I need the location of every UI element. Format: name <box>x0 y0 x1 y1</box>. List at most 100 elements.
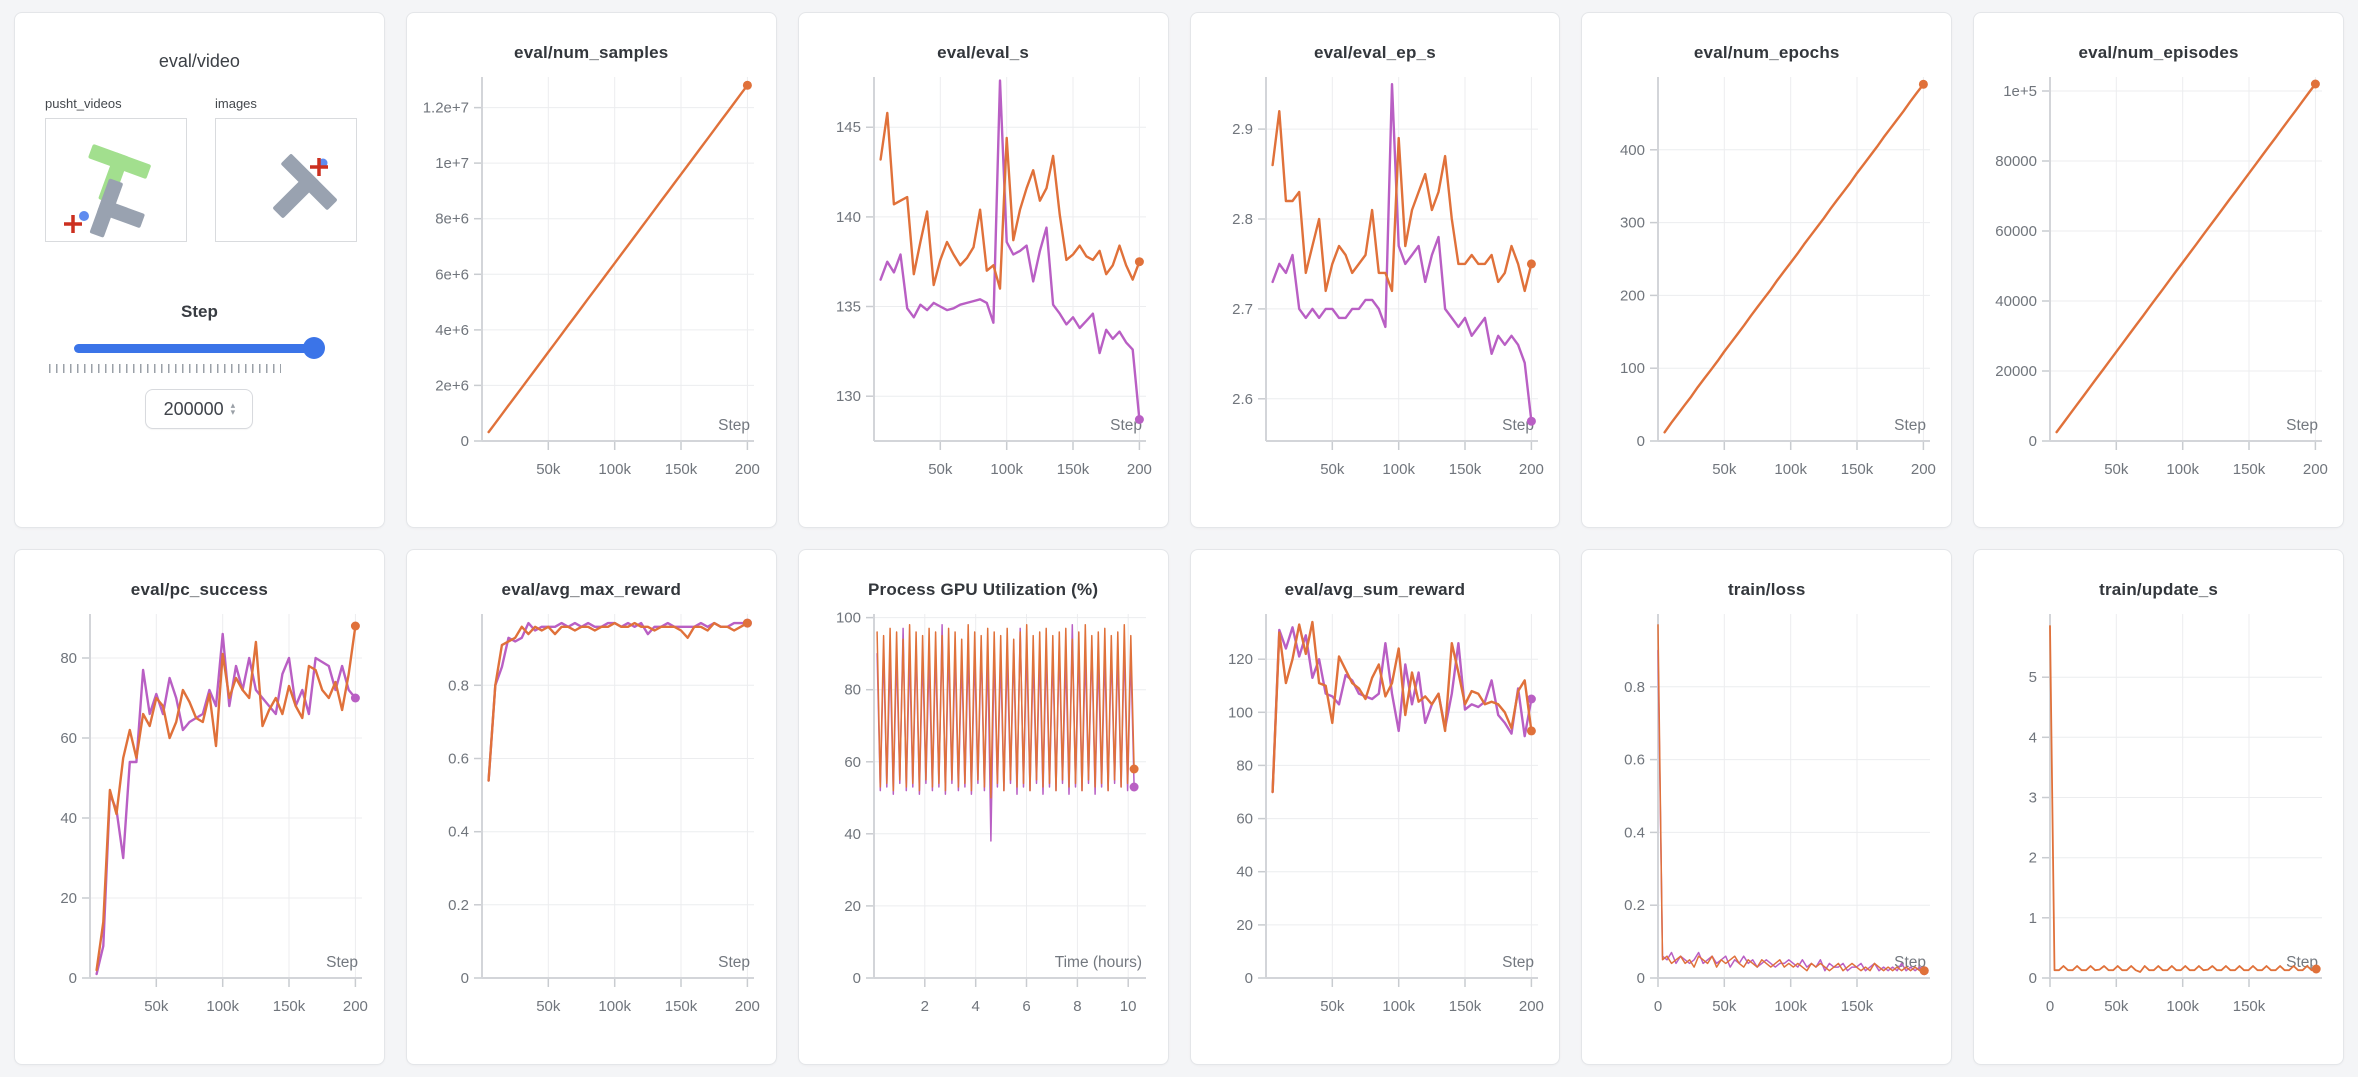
chart-panel: eval/num_epochs 0 100 200 300 400 50k 100k 150k… <box>1581 12 1953 528</box>
svg-text:4: 4 <box>972 998 980 1015</box>
step-number-input[interactable]: 200000 ▴ ▾ <box>145 389 254 429</box>
target-cross-icon <box>310 158 328 176</box>
chart-title: train/update_s <box>2099 580 2219 599</box>
svg-text:2.9: 2.9 <box>1232 121 1253 138</box>
chart-title: eval/avg_sum_reward <box>1284 580 1466 599</box>
svg-text:150k: 150k <box>1840 461 1873 478</box>
line-chart[interactable]: 0 20 40 60 80 100 2 4 6 8 10 Time (hours) <box>810 604 1156 1040</box>
svg-text:0.6: 0.6 <box>448 751 469 768</box>
svg-text:0: 0 <box>1654 998 1662 1015</box>
svg-text:100k: 100k <box>991 461 1024 478</box>
svg-text:50k: 50k <box>928 461 953 478</box>
svg-text:50k: 50k <box>536 998 561 1015</box>
svg-text:80000: 80000 <box>1995 153 2037 170</box>
svg-text:6e+6: 6e+6 <box>435 266 469 283</box>
svg-text:40: 40 <box>61 810 78 827</box>
svg-text:120: 120 <box>1228 651 1253 668</box>
svg-text:200: 200 <box>1519 998 1544 1015</box>
chart-title: train/loss <box>1727 580 1806 599</box>
svg-text:0: 0 <box>853 970 861 987</box>
svg-text:100k: 100k <box>1774 461 1807 478</box>
svg-text:40: 40 <box>1236 864 1253 881</box>
svg-text:2.6: 2.6 <box>1232 391 1253 408</box>
svg-text:100: 100 <box>836 610 861 627</box>
svg-text:50k: 50k <box>1320 461 1345 478</box>
media-panel-title: eval/video <box>158 51 240 71</box>
number-spinner-icon[interactable]: ▴ ▾ <box>230 400 236 417</box>
svg-text:150k: 150k <box>1449 461 1482 478</box>
line-chart[interactable]: 0 0.2 0.4 0.6 0.8 0 50k 100k 150k Step <box>1594 604 1940 1040</box>
svg-text:200: 200 <box>1127 461 1152 478</box>
svg-text:10: 10 <box>1120 998 1137 1015</box>
svg-text:80: 80 <box>61 650 78 667</box>
svg-text:100k: 100k <box>2166 461 2199 478</box>
svg-text:2.8: 2.8 <box>1232 211 1253 228</box>
svg-text:140: 140 <box>836 209 861 226</box>
line-chart[interactable]: 2.6 2.7 2.8 2.9 50k 100k 150k 200 Step <box>1202 67 1548 503</box>
svg-text:100k: 100k <box>2166 998 2199 1015</box>
svg-text:150k: 150k <box>2232 998 2265 1015</box>
svg-text:0: 0 <box>2028 433 2036 450</box>
line-chart[interactable]: 0 20 40 60 80 50k 100k 150k 200 Step <box>26 604 372 1040</box>
svg-text:150k: 150k <box>1057 461 1090 478</box>
goal-dot <box>79 211 89 221</box>
svg-text:100: 100 <box>1620 360 1645 377</box>
line-chart[interactable]: 130 135 140 145 50k 100k 150k 200 Step <box>810 67 1156 503</box>
svg-text:0: 0 <box>2028 970 2036 987</box>
svg-text:Step: Step <box>1894 954 1926 971</box>
svg-text:0.8: 0.8 <box>1624 679 1645 696</box>
chart-panel: eval/num_samples 0 2e+6 4e+6 6e+6 8e+6 1e+7 1.… <box>405 12 777 528</box>
svg-text:150k: 150k <box>2232 461 2265 478</box>
svg-text:135: 135 <box>836 299 861 316</box>
chart-panel: eval/avg_max_reward 0 0.2 0.4 0.6 0.8 50k 100k… <box>405 549 777 1065</box>
svg-text:100k: 100k <box>207 998 240 1015</box>
svg-text:50k: 50k <box>2104 998 2129 1015</box>
line-chart[interactable]: 0 2e+6 4e+6 6e+6 8e+6 1e+7 1.2e+7 50k 100k 150k 20… <box>418 67 764 503</box>
svg-text:50k: 50k <box>1712 461 1737 478</box>
svg-text:80: 80 <box>844 682 861 699</box>
svg-text:0.8: 0.8 <box>448 677 469 694</box>
step-slider[interactable] <box>74 336 326 360</box>
slider-track[interactable] <box>74 344 325 353</box>
svg-text:0.6: 0.6 <box>1624 752 1645 769</box>
chart-title: eval/eval_s <box>937 43 1030 62</box>
line-chart[interactable]: 0 20000 40000 60000 80000 1e+5 50k 100k 150k 200 S… <box>1986 67 2332 503</box>
svg-text:4: 4 <box>2028 729 2036 746</box>
slider-ruler-ticks <box>49 364 281 373</box>
svg-text:0.2: 0.2 <box>1624 897 1645 914</box>
svg-text:5: 5 <box>2028 669 2036 686</box>
step-value[interactable]: 200000 <box>163 398 224 419</box>
svg-text:100: 100 <box>1228 704 1253 721</box>
slider-thumb[interactable] <box>303 337 326 359</box>
svg-text:0: 0 <box>69 970 77 987</box>
chart-title: eval/num_samples <box>514 43 669 62</box>
svg-text:100k: 100k <box>599 461 632 478</box>
images-thumbnail[interactable] <box>215 118 357 242</box>
chart-title: eval/eval_ep_s <box>1313 43 1436 62</box>
line-chart[interactable]: 0 0.2 0.4 0.6 0.8 50k 100k 150k 200 Step <box>418 604 764 1040</box>
svg-text:0.2: 0.2 <box>448 897 469 914</box>
chart-panel: train/loss 0 0.2 0.4 0.6 0.8 0 50k 100k 150k Step <box>1581 549 1953 1065</box>
svg-text:150k: 150k <box>1449 998 1482 1015</box>
svg-text:50k: 50k <box>145 998 170 1015</box>
svg-text:200: 200 <box>2302 461 2327 478</box>
svg-text:40000: 40000 <box>1995 293 2037 310</box>
media-thumbnails-row: pusht_videos <box>35 96 364 242</box>
svg-text:1e+5: 1e+5 <box>2003 83 2037 100</box>
line-chart[interactable]: 0 100 200 300 400 50k 100k 150k 200 Step <box>1594 67 1940 503</box>
svg-text:200: 200 <box>343 998 368 1015</box>
chart-panel: eval/eval_ep_s 2.6 2.7 2.8 2.9 50k 100k 150k 20… <box>1189 12 1561 528</box>
svg-text:50k: 50k <box>1320 998 1345 1015</box>
svg-text:2e+6: 2e+6 <box>435 377 469 394</box>
svg-text:80: 80 <box>1236 757 1253 774</box>
pusht-video-thumbnail[interactable] <box>45 118 187 242</box>
svg-text:0: 0 <box>1245 970 1253 987</box>
svg-text:60: 60 <box>844 754 861 771</box>
line-chart[interactable]: 0 20 40 60 80 100 120 50k 100k 150k 200 Step <box>1202 604 1548 1040</box>
svg-text:200: 200 <box>1519 461 1544 478</box>
chart-title: eval/num_episodes <box>2078 43 2239 62</box>
svg-text:8e+6: 8e+6 <box>435 211 469 228</box>
svg-text:100k: 100k <box>1382 461 1415 478</box>
svg-text:Step: Step <box>2286 417 2318 434</box>
